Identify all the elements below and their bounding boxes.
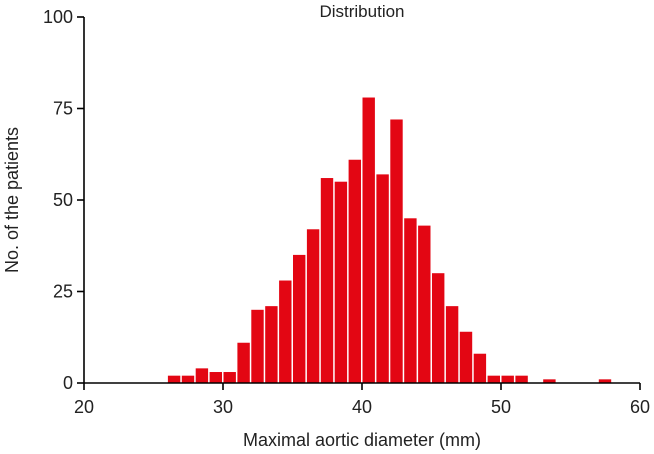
histogram-bar-36 [306,229,320,383]
histogram-bar-41 [376,174,389,383]
histogram-bar-30 [223,372,236,383]
histogram-bar-45 [432,273,445,383]
y-axis-title: No. of the patients [2,127,22,273]
histogram-bar-40 [362,97,375,384]
histogram-bar-35 [293,254,306,383]
histogram-bar-37 [320,178,334,383]
x-tick-label: 40 [352,397,372,417]
y-tick-label: 25 [53,282,73,302]
histogram-bar-29 [209,372,222,383]
histogram-bar-26 [167,375,181,383]
y-tick-label: 50 [53,190,73,210]
histogram-bar-39 [348,159,361,383]
x-axis-title: Maximal aortic diameter (mm) [243,430,481,450]
x-tick-label: 50 [491,397,511,417]
x-tick-label: 60 [630,397,650,417]
histogram-bar-50 [501,375,514,383]
histogram-bar-57 [598,379,612,383]
histogram-bar-38 [334,181,348,383]
bars-group [167,97,612,384]
histogram-bar-43 [404,218,417,383]
x-tick-label: 30 [213,397,233,417]
histogram-bar-47 [459,331,473,383]
histogram-bar-51 [515,375,528,383]
histogram-bar-34 [279,280,292,383]
histogram-bar-31 [237,342,250,383]
histogram-bar-48 [473,353,487,383]
histogram-bar-28 [195,368,209,383]
histogram-bar-53 [543,379,556,383]
x-ticks-group: 20 30 40 50 60 [74,383,650,417]
chart-title: Distribution [319,2,404,21]
histogram-bar-32 [251,309,264,383]
histogram-bar-46 [445,306,459,383]
histogram-bar-49 [487,375,500,383]
histogram-bar-44 [418,225,431,383]
histogram-bar-27 [181,375,195,383]
y-ticks-group: 0 25 50 75 100 [43,7,84,393]
histogram-bar-33 [265,306,278,383]
histogram-bar-42 [390,119,403,383]
y-tick-label: 75 [53,99,73,119]
y-tick-label: 100 [43,7,73,27]
x-tick-label: 20 [74,397,94,417]
y-tick-label: 0 [63,373,73,393]
